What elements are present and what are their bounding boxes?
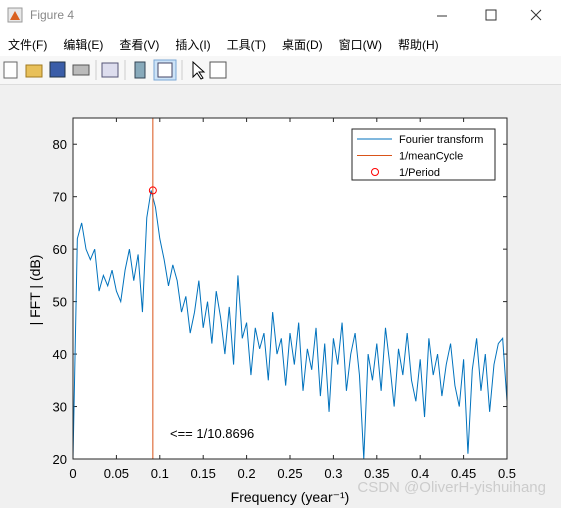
- x-tick-label: 0.15: [191, 466, 216, 481]
- print-icon[interactable]: [72, 64, 90, 76]
- save-icon[interactable]: [49, 61, 66, 78]
- window-title: Figure 4: [30, 8, 75, 22]
- close[interactable]: [530, 9, 542, 21]
- x-tick-label: 0.25: [277, 466, 302, 481]
- x-tick-label: 0.35: [364, 466, 389, 481]
- legend-label: Fourier transform: [399, 134, 483, 146]
- axes-box: [72, 117, 508, 460]
- legend-marker: [371, 168, 379, 176]
- legend-label: 1/meanCycle: [399, 151, 463, 163]
- link-icon[interactable]: [101, 62, 119, 78]
- y-tick-label: 60: [53, 242, 67, 257]
- x-tick-label: 0.05: [104, 466, 129, 481]
- title-icons: [7, 7, 542, 23]
- y-tick-label: 80: [53, 137, 67, 152]
- toolbar: [0, 56, 561, 85]
- legend-box: [351, 128, 496, 181]
- menu-item[interactable]: 查看(V): [119, 37, 160, 52]
- menu-item[interactable]: 桌面(D): [281, 37, 323, 52]
- watermark: CSDN @OliverH-yishuihang: [357, 479, 546, 496]
- x-tick-label: 0.1: [151, 466, 169, 481]
- y-axis-label: | FFT | (dB): [27, 255, 43, 326]
- title-bar: Figure 4: [0, 0, 561, 32]
- x-axis-label: Frequency (year⁻¹): [231, 489, 350, 505]
- x-tick-label: 0.3: [324, 466, 342, 481]
- period-marker: [148, 186, 157, 195]
- annotation: <== 1/10.8696: [170, 426, 254, 441]
- x-tick-label: 0.2: [238, 466, 256, 481]
- property-icon[interactable]: [209, 61, 227, 79]
- y-tick-label: 40: [53, 347, 67, 362]
- open-icon[interactable]: [25, 64, 43, 78]
- legend-label: 1/Period: [399, 167, 440, 179]
- menu-bar: 文件(F) 编辑(E) 查看(V) 插入(I) 工具(T) 桌面(D) 窗口(W) 帮助(H): [0, 32, 561, 56]
- menu-item[interactable]: 文件(F): [8, 37, 48, 52]
- menu-item[interactable]: 编辑(E): [63, 37, 104, 52]
- x-tick-label: 0: [69, 466, 76, 481]
- x-tick-label: 0.5: [498, 466, 516, 481]
- app-icon-shape: [10, 11, 20, 20]
- chart: | FFT | (dB) Frequency (year⁻¹) <== 1/10…: [27, 117, 546, 505]
- y-tick-label: 50: [53, 295, 67, 310]
- y-tick-label: 70: [53, 190, 67, 205]
- menu-item[interactable]: 帮助(H): [397, 37, 439, 52]
- menu-item[interactable]: 窗口(W): [338, 37, 382, 52]
- y-tick-label: 30: [53, 400, 67, 415]
- x-tick-label: 0.4: [411, 466, 429, 481]
- colorbar-icon[interactable]: [134, 61, 146, 79]
- menu-item[interactable]: 工具(T): [226, 37, 266, 52]
- fft-line: [72, 190, 508, 460]
- y-tick-label: 20: [53, 452, 67, 467]
- x-tick-label: 0.45: [451, 466, 476, 481]
- menu-item[interactable]: 插入(I): [175, 37, 211, 52]
- legend-icon: [157, 62, 173, 78]
- toolbar-icons: [3, 59, 227, 81]
- pointer-icon[interactable]: [192, 60, 206, 80]
- new-icon[interactable]: [3, 61, 18, 79]
- maximize[interactable]: [485, 9, 497, 21]
